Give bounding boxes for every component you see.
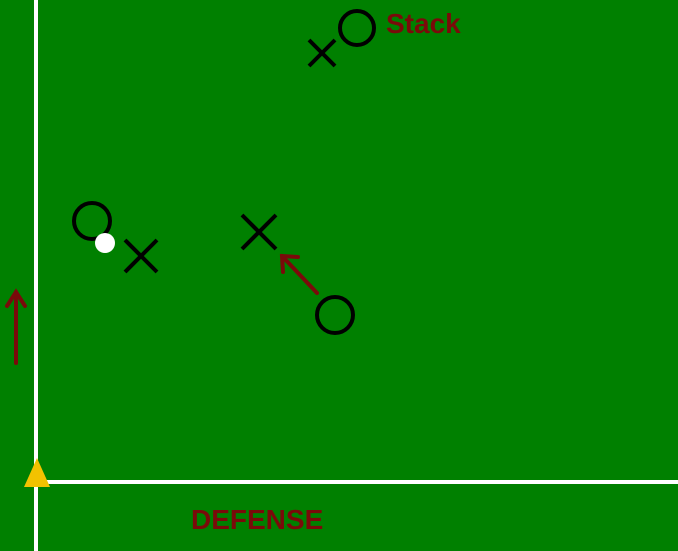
stack-label: Stack	[386, 8, 461, 40]
defense-label: DEFENSE	[191, 504, 323, 536]
disc-icon	[95, 233, 115, 253]
